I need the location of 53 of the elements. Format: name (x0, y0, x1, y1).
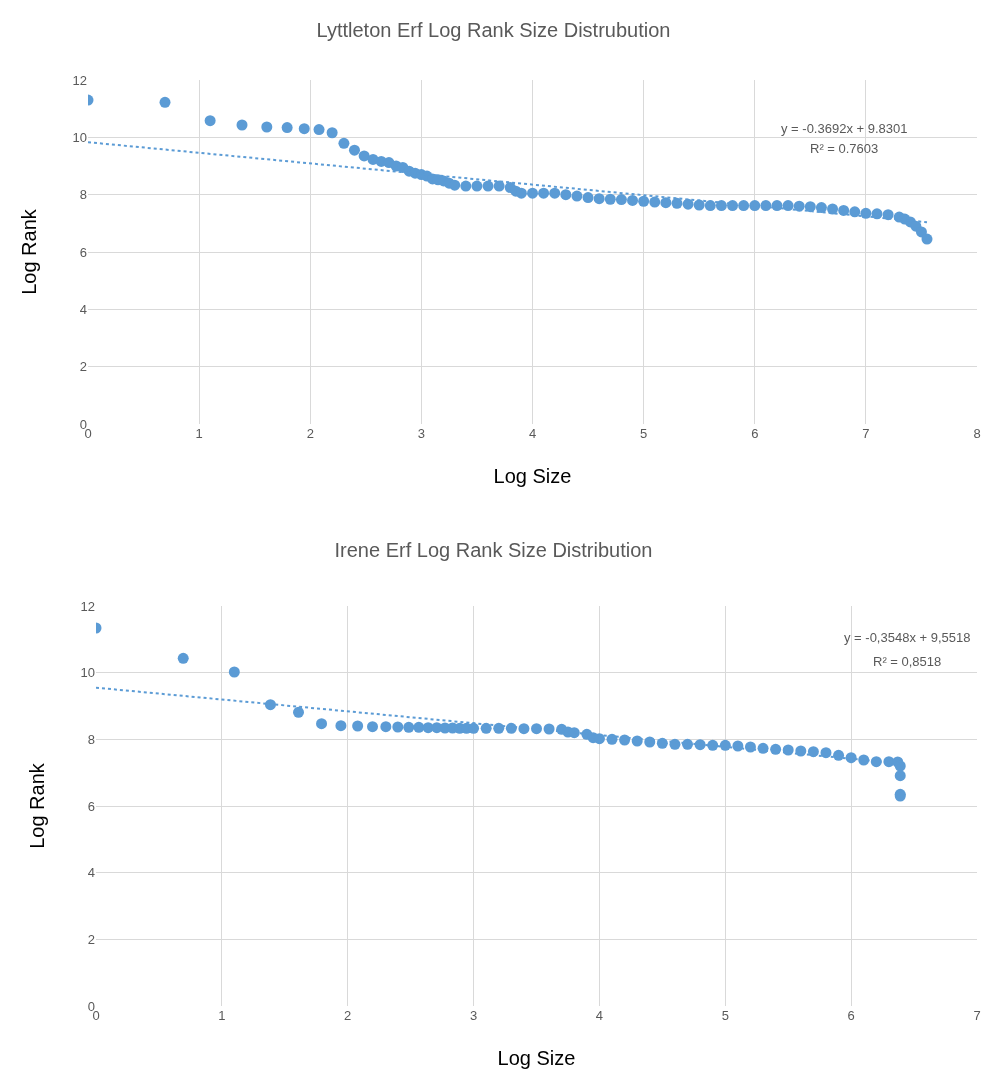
y-tick-label: 12 (80, 598, 95, 614)
point (403, 721, 415, 733)
point (177, 652, 189, 664)
y-tick-label: 6 (87, 798, 95, 814)
annotation: R² = 0.7603 (810, 141, 879, 156)
x-tick-label: 3 (417, 426, 425, 441)
point (807, 746, 819, 758)
point (335, 720, 347, 732)
x-tick-label: 4 (528, 426, 537, 441)
x-tick-label: 1 (195, 426, 203, 441)
y-axis-title: Log Rank (26, 762, 49, 849)
y-tick-label: 12 (72, 72, 87, 88)
x-tick-label: 2 (344, 1008, 352, 1023)
x-tick-label: 7 (973, 1008, 981, 1023)
point (413, 721, 425, 733)
chart-title: Irene Erf Log Rank Size Distribution (334, 539, 653, 561)
y-tick-label: 2 (87, 931, 95, 947)
point (352, 720, 364, 732)
x-tick-label: 7 (862, 426, 870, 441)
y-tick-label: 8 (79, 187, 87, 203)
point (293, 706, 304, 718)
y-tick-label: 10 (80, 665, 95, 681)
annotation: y = -0,3548x + 9,5518 (844, 630, 971, 645)
point (833, 749, 845, 761)
annotation: R² = 0,8518 (873, 654, 942, 669)
point (316, 718, 328, 730)
x-tick-label: 8 (973, 426, 981, 441)
point (480, 722, 492, 734)
x-tick-label: 5 (721, 1008, 729, 1023)
y-axis-title: Log Rank (18, 208, 41, 295)
x-axis-title: Log Size (493, 464, 572, 487)
point (380, 721, 392, 733)
x-tick-label: 3 (469, 1008, 478, 1023)
x-tick-label: 6 (847, 1008, 855, 1023)
x-tick-label: 4 (595, 1008, 604, 1023)
point (367, 721, 379, 733)
x-tick-label: 6 (751, 426, 759, 441)
point (894, 770, 906, 782)
annotation: y = -0.3692x + 9.8301 (781, 121, 908, 136)
y-tick-label: 4 (79, 301, 87, 317)
chart-title: Lyttleton Erf Log Rank Size Distrubution (316, 19, 671, 41)
x-tick-label: 2 (306, 426, 314, 441)
y-tick-label: 8 (87, 731, 95, 747)
x-tick-label: 5 (640, 426, 648, 441)
y-tick-label: 4 (87, 865, 95, 881)
x-axis-title: Log Size (497, 1046, 576, 1069)
y-tick-label: 10 (72, 129, 87, 145)
point (820, 747, 832, 759)
y-tick-label: 2 (79, 359, 87, 375)
point (228, 666, 240, 678)
x-tick-label: 1 (218, 1008, 226, 1023)
point (392, 721, 404, 733)
y-tick-label: 6 (79, 244, 87, 260)
